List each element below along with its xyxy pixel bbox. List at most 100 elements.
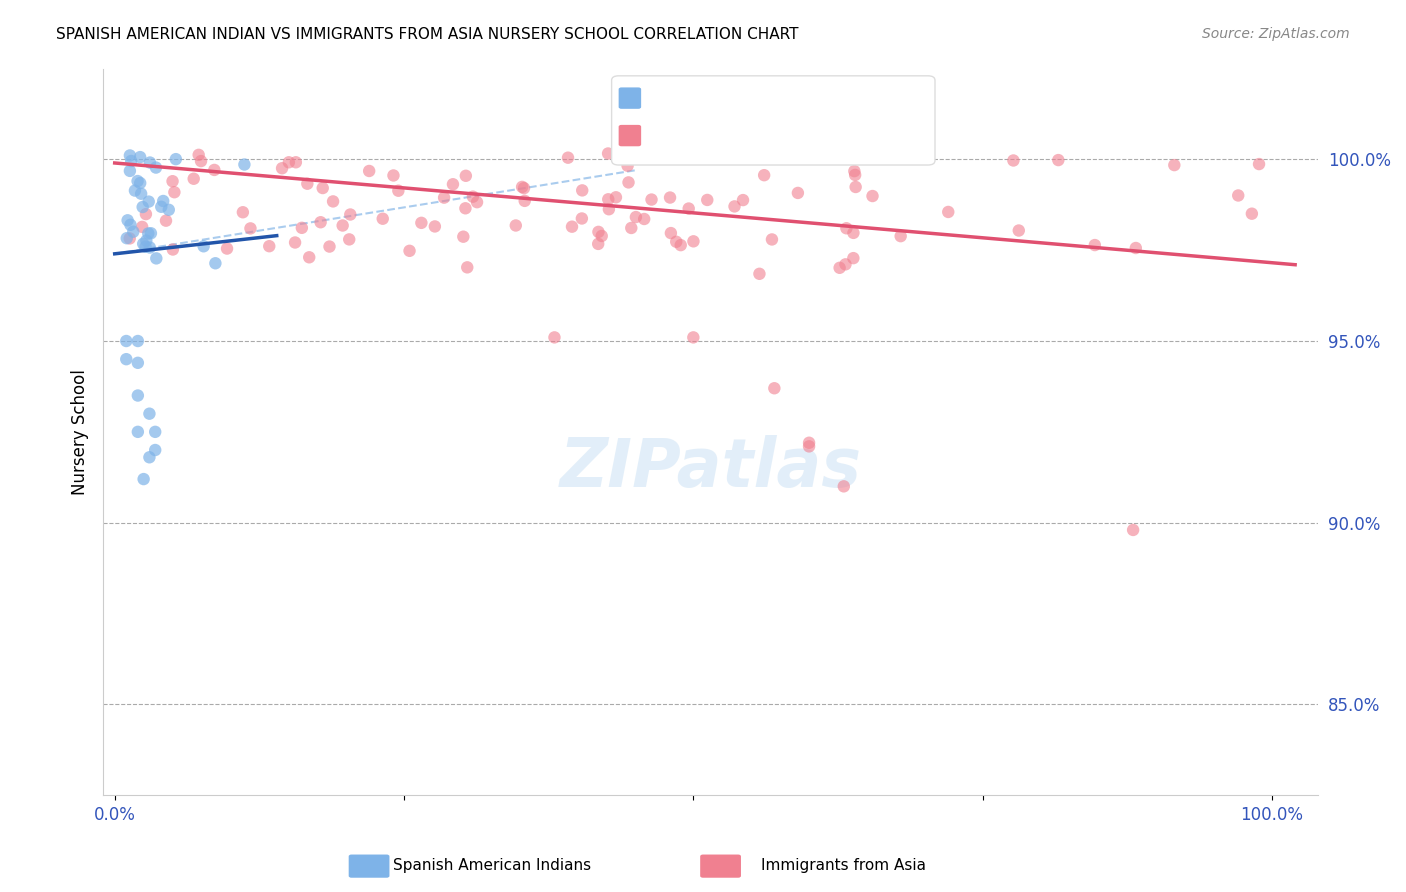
Immigrants from Asia	[312, 181, 335, 195]
Immigrants from Asia	[332, 219, 354, 233]
Spanish American Indians	[129, 186, 152, 201]
Immigrants from Asia	[844, 164, 866, 178]
Immigrants from Asia	[371, 211, 394, 226]
Immigrants from Asia	[162, 243, 184, 257]
Immigrants from Asia	[505, 219, 527, 233]
Immigrants from Asia	[832, 479, 855, 493]
Immigrants from Asia	[453, 229, 475, 244]
Immigrants from Asia	[890, 229, 912, 244]
Spanish American Indians	[131, 200, 153, 214]
Text: ZIPatlas: ZIPatlas	[560, 435, 862, 501]
Immigrants from Asia	[322, 194, 344, 209]
Immigrants from Asia	[1125, 241, 1147, 255]
Immigrants from Asia	[1008, 223, 1031, 237]
Immigrants from Asia	[696, 193, 718, 207]
Immigrants from Asia	[433, 191, 456, 205]
Immigrants from Asia	[1227, 188, 1250, 202]
Immigrants from Asia	[513, 194, 536, 208]
Immigrants from Asia	[557, 151, 579, 165]
Spanish American Indians	[138, 407, 160, 421]
Spanish American Indians	[139, 241, 162, 255]
Text: 0.0%: 0.0%	[94, 806, 135, 824]
Text: N = 35: N = 35	[773, 87, 841, 105]
Immigrants from Asia	[673, 151, 696, 165]
Spanish American Indians	[127, 388, 149, 402]
Spanish American Indians	[115, 231, 138, 245]
Spanish American Indians	[118, 148, 141, 162]
Spanish American Indians	[139, 155, 162, 169]
Immigrants from Asia	[591, 229, 613, 244]
Immigrants from Asia	[828, 260, 851, 275]
Spanish American Indians	[127, 334, 149, 348]
Immigrants from Asia	[665, 235, 688, 249]
Immigrants from Asia	[441, 178, 464, 192]
Spanish American Indians	[124, 184, 146, 198]
Immigrants from Asia	[571, 183, 593, 197]
Spanish American Indians	[122, 225, 145, 239]
Immigrants from Asia	[786, 186, 808, 200]
Immigrants from Asia	[131, 219, 153, 234]
Immigrants from Asia	[1122, 523, 1144, 537]
Spanish American Indians	[129, 150, 152, 164]
Immigrants from Asia	[1084, 238, 1107, 252]
Immigrants from Asia	[454, 169, 477, 183]
Immigrants from Asia	[387, 184, 409, 198]
Immigrants from Asia	[183, 171, 205, 186]
Immigrants from Asia	[510, 180, 533, 194]
Immigrants from Asia	[936, 205, 959, 219]
Spanish American Indians	[120, 153, 142, 168]
Immigrants from Asia	[842, 226, 865, 240]
Text: Source: ZipAtlas.com: Source: ZipAtlas.com	[1202, 27, 1350, 41]
Immigrants from Asia	[202, 163, 225, 178]
Immigrants from Asia	[454, 202, 477, 216]
Immigrants from Asia	[797, 439, 820, 453]
Y-axis label: Nursery School: Nursery School	[72, 369, 89, 495]
Spanish American Indians	[143, 443, 166, 458]
Spanish American Indians	[233, 157, 256, 171]
Immigrants from Asia	[752, 168, 775, 182]
Spanish American Indians	[135, 240, 157, 254]
Immigrants from Asia	[513, 181, 536, 195]
Immigrants from Asia	[155, 213, 177, 227]
Immigrants from Asia	[215, 242, 238, 256]
Spanish American Indians	[136, 227, 159, 241]
Immigrants from Asia	[616, 159, 638, 173]
Immigrants from Asia	[654, 149, 676, 163]
Spanish American Indians	[150, 200, 173, 214]
Immigrants from Asia	[284, 235, 307, 250]
Spanish American Indians	[129, 176, 152, 190]
Immigrants from Asia	[761, 232, 783, 246]
Immigrants from Asia	[598, 192, 620, 206]
Text: SPANISH AMERICAN INDIAN VS IMMIGRANTS FROM ASIA NURSERY SCHOOL CORRELATION CHART: SPANISH AMERICAN INDIAN VS IMMIGRANTS FR…	[56, 27, 799, 42]
Immigrants from Asia	[844, 168, 866, 182]
Immigrants from Asia	[298, 250, 321, 264]
Spanish American Indians	[143, 425, 166, 439]
Immigrants from Asia	[620, 221, 643, 235]
Text: N = 113: N = 113	[773, 125, 853, 143]
Spanish American Indians	[117, 213, 139, 227]
Immigrants from Asia	[271, 161, 294, 176]
Immigrants from Asia	[862, 189, 884, 203]
Immigrants from Asia	[398, 244, 420, 258]
Immigrants from Asia	[659, 226, 682, 240]
Immigrants from Asia	[163, 185, 186, 199]
Spanish American Indians	[118, 164, 141, 178]
Immigrants from Asia	[187, 148, 209, 162]
Immigrants from Asia	[834, 257, 856, 271]
Text: Immigrants from Asia: Immigrants from Asia	[761, 858, 927, 872]
Immigrants from Asia	[465, 195, 488, 210]
Spanish American Indians	[193, 239, 215, 253]
Immigrants from Asia	[1247, 157, 1270, 171]
Spanish American Indians	[165, 152, 187, 166]
Immigrants from Asia	[291, 220, 314, 235]
Spanish American Indians	[132, 472, 155, 486]
Immigrants from Asia	[359, 164, 381, 178]
Immigrants from Asia	[232, 205, 254, 219]
Spanish American Indians	[127, 356, 149, 370]
Immigrants from Asia	[624, 210, 647, 224]
Immigrants from Asia	[1047, 153, 1070, 167]
Immigrants from Asia	[339, 207, 361, 221]
Immigrants from Asia	[748, 267, 770, 281]
Immigrants from Asia	[162, 174, 184, 188]
Immigrants from Asia	[669, 238, 692, 252]
